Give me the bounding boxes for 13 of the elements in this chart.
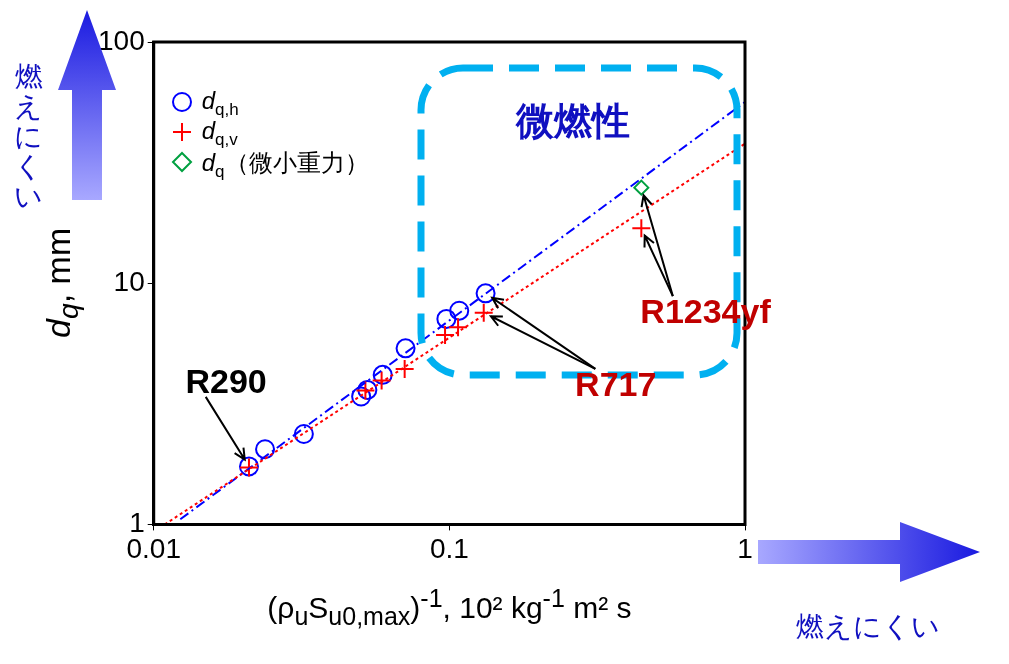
annotation: 微燃性 bbox=[516, 99, 630, 144]
legend-label: d$_{q,v}$ bbox=[201, 117, 238, 149]
x-tick-label: 1 bbox=[737, 532, 753, 564]
y-tick-label: 100 bbox=[98, 24, 145, 56]
text: 燃えにくい bbox=[14, 61, 43, 212]
text: 燃えにくい bbox=[796, 610, 940, 644]
legend-label: d$_{q,h}$ bbox=[201, 87, 239, 119]
x-tick-label: 0.1 bbox=[429, 532, 469, 564]
annotation: R717 bbox=[575, 364, 657, 404]
text: (ρ$_{u}$S$_{u0,max}$)$^{-1}$, 10² kg$^{-1}$ m² s bbox=[267, 584, 632, 631]
legend-label: d$_{q}$（微小重力） bbox=[201, 148, 369, 182]
y-tick-label: 10 bbox=[113, 265, 145, 297]
annotation: R290 bbox=[185, 361, 267, 401]
